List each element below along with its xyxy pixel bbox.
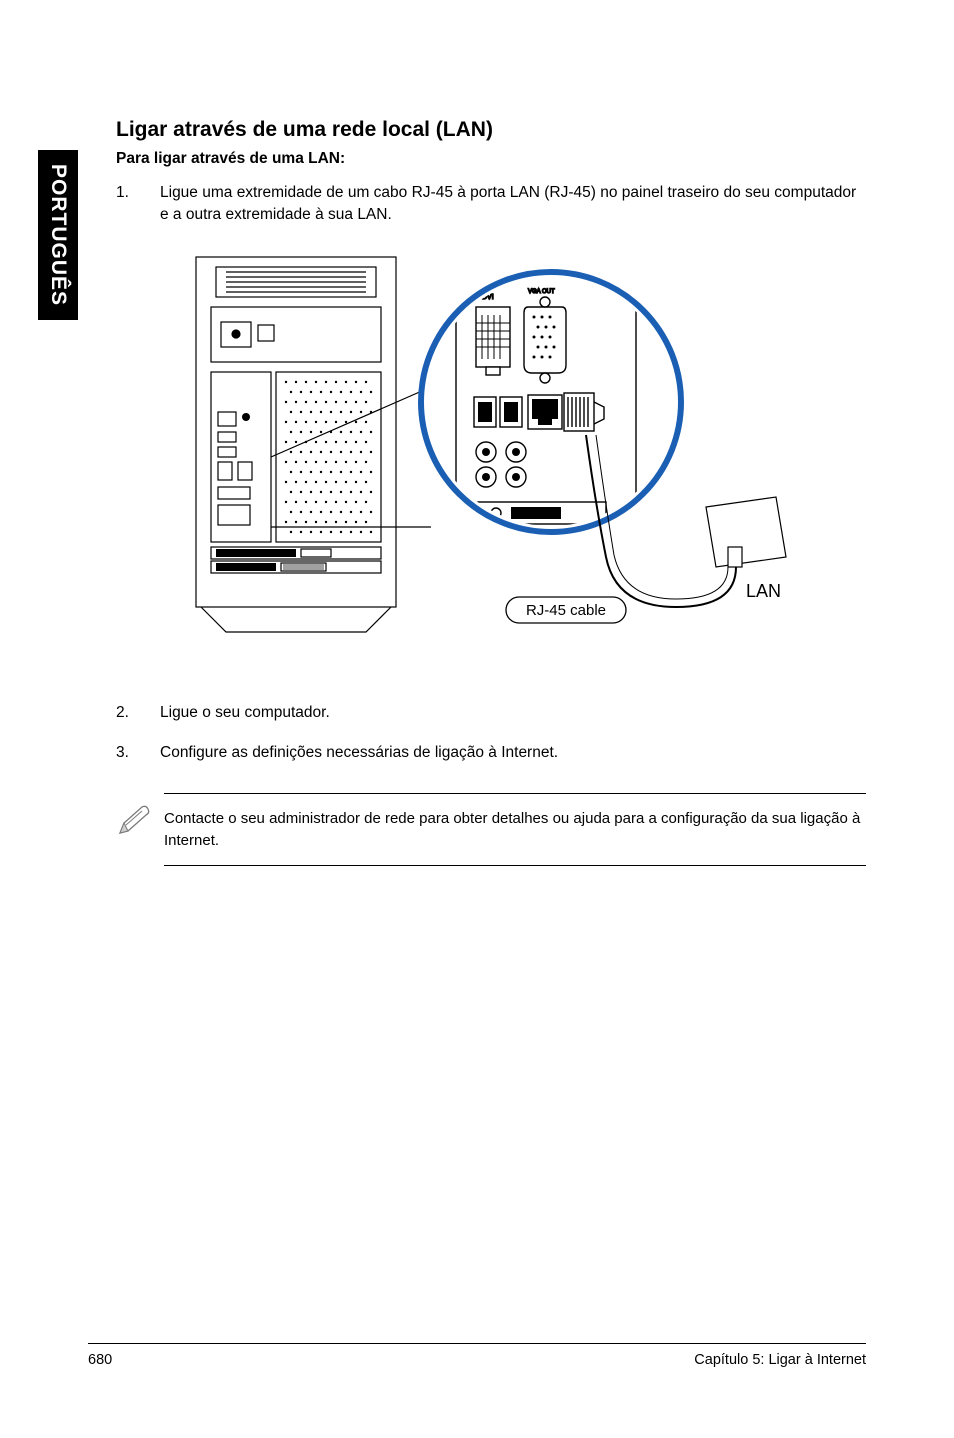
language-tab-text: PORTUGUÊS [46, 164, 70, 306]
chapter-title: Capítulo 5: Ligar à Internet [694, 1352, 866, 1368]
section-heading: Ligar através de uma rede local (LAN) [116, 118, 866, 142]
step-item: 2. Ligue o seu computador. [116, 702, 866, 724]
step-number: 1. [116, 182, 160, 227]
section-subheading: Para ligar através de uma LAN: [116, 150, 866, 168]
figure: DVI VGA OUT RJ-45 cable LAN [176, 247, 866, 652]
note-block: Contacte o seu administrador de rede par… [116, 793, 866, 867]
note-text: Contacte o seu administrador de rede par… [164, 793, 866, 867]
lan-label: LAN [746, 581, 781, 601]
step-item: 3. Configure as definições necessárias d… [116, 742, 866, 764]
step-list-continued: 2. Ligue o seu computador. 3. Configure … [116, 702, 866, 765]
content-area: Ligar através de uma rede local (LAN) Pa… [116, 118, 866, 866]
page: PORTUGUÊS Ligar através de uma rede loca… [0, 0, 954, 1438]
step-number: 2. [116, 702, 160, 724]
page-footer: 680 Capítulo 5: Ligar à Internet [88, 1343, 866, 1368]
language-tab: PORTUGUÊS [38, 150, 78, 320]
step-item: 1. Ligue uma extremidade de um cabo RJ-4… [116, 182, 866, 227]
step-text: Ligue o seu computador. [160, 702, 866, 724]
step-list: 1. Ligue uma extremidade de um cabo RJ-4… [116, 182, 866, 227]
step-number: 3. [116, 742, 160, 764]
vga-label: VGA OUT [528, 289, 555, 295]
step-text: Ligue uma extremidade de um cabo RJ-45 à… [160, 182, 866, 227]
step-text: Configure as definições necessárias de l… [160, 742, 866, 764]
rj45-cable-label: RJ-45 cable [526, 602, 606, 619]
page-number: 680 [88, 1352, 112, 1368]
pen-icon [116, 803, 164, 844]
lan-connection-diagram: DVI VGA OUT RJ-45 cable LAN [176, 247, 816, 647]
